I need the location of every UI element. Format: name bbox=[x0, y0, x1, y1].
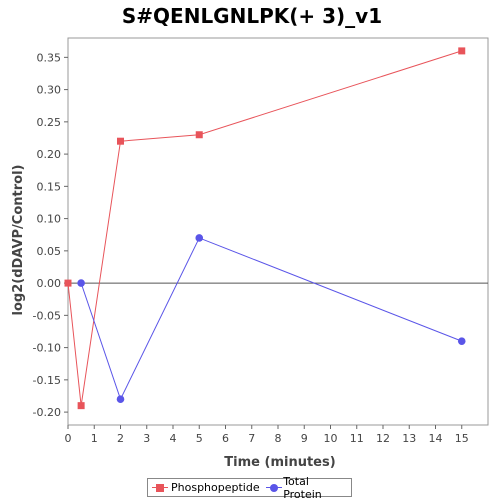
legend-item-total-protein: Total Protein bbox=[265, 474, 345, 501]
y-tick-label: 0.00 bbox=[37, 277, 62, 290]
x-tick-label: 6 bbox=[222, 432, 229, 445]
y-tick-label: -0.05 bbox=[33, 309, 61, 322]
legend-swatch-phosphopeptide bbox=[152, 483, 168, 493]
plot-frame bbox=[67, 37, 489, 426]
x-axis-label: Time (minutes) bbox=[224, 455, 335, 470]
data-point bbox=[64, 279, 72, 287]
data-point bbox=[195, 234, 204, 242]
x-tick-label: 1 bbox=[91, 432, 98, 445]
y-axis-label: log2(dDAVP/Control) bbox=[11, 165, 26, 316]
y-tick-label: 0.35 bbox=[37, 51, 62, 64]
legend-item-phosphopeptide: Phosphopeptide bbox=[152, 481, 260, 494]
series-total-protein bbox=[77, 234, 466, 404]
x-tick-label: 5 bbox=[196, 432, 203, 445]
y-tick-label: 0.05 bbox=[37, 245, 62, 258]
y-tick-label: -0.10 bbox=[33, 342, 61, 355]
data-point bbox=[195, 131, 203, 139]
x-tick-label: 3 bbox=[143, 432, 150, 445]
x-tick-label: 0 bbox=[65, 432, 72, 445]
legend-swatch-total-protein bbox=[265, 483, 282, 493]
data-point bbox=[77, 402, 85, 410]
plot-area bbox=[67, 37, 489, 426]
chart-title: S#QENLGNLPK(+ 3)_v1 bbox=[122, 4, 382, 28]
data-point bbox=[117, 137, 124, 145]
x-tick-label: 11 bbox=[350, 432, 364, 445]
x-tick-label: 4 bbox=[170, 432, 177, 445]
data-point bbox=[457, 337, 466, 345]
y-tick-label: 0.25 bbox=[37, 116, 62, 129]
y-tick-label: 0.10 bbox=[37, 213, 62, 226]
y-tick-label: 0.15 bbox=[37, 180, 62, 193]
x-tick-label: 9 bbox=[301, 432, 308, 445]
x-tick-label: 15 bbox=[455, 432, 469, 445]
y-tick-label: 0.30 bbox=[37, 84, 62, 97]
x-tick-label: 10 bbox=[324, 432, 338, 445]
data-point bbox=[116, 395, 125, 404]
legend-label-phosphopeptide: Phosphopeptide bbox=[171, 481, 260, 494]
x-tick-label: 2 bbox=[117, 432, 124, 445]
y-tick-label: 0.20 bbox=[37, 148, 62, 161]
x-tick-label: 13 bbox=[402, 432, 416, 445]
y-tick-label: -0.20 bbox=[33, 406, 61, 419]
x-tick-label: 12 bbox=[376, 432, 390, 445]
x-tick-label: 14 bbox=[429, 432, 443, 445]
x-tick-label: 7 bbox=[248, 432, 255, 445]
series-phosphopeptide bbox=[64, 47, 466, 410]
series-layer bbox=[64, 47, 466, 410]
x-axis: 0 1 2 3 4 5 6 7 8 9 10 11 12 13 14 15 bbox=[65, 425, 469, 445]
y-tick-label: -0.15 bbox=[33, 374, 61, 387]
series-line-total-protein bbox=[80, 237, 462, 401]
data-point bbox=[458, 47, 466, 55]
data-point bbox=[77, 279, 85, 287]
legend-label-total-protein: Total Protein bbox=[283, 474, 322, 501]
legend: Phosphopeptide Total Protein bbox=[147, 475, 352, 501]
x-tick-label: 8 bbox=[275, 432, 282, 445]
y-axis: -0.20 -0.15 -0.10 -0.05 0.00 0.05 0.10 0.15 0.20… bbox=[33, 51, 68, 419]
